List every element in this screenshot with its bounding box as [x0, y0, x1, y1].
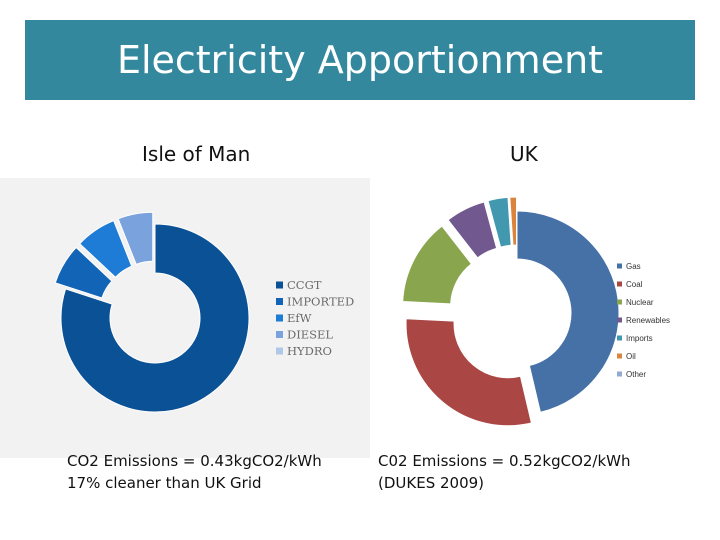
- uk-legend-swatch-nuclear: [617, 299, 622, 305]
- uk-legend-swatch-oil: [617, 353, 622, 359]
- uk-slice-coal: [405, 318, 533, 427]
- iom-legend-swatch-imported: [276, 298, 283, 305]
- iom-caption: CO2 Emissions = 0.43kgCO2/kWh 17% cleane…: [67, 450, 322, 494]
- uk-legend-label-other: Other: [626, 370, 646, 379]
- iom-legend-swatch-ccgt: [276, 281, 283, 289]
- iom-legend-swatch-diesel: [276, 331, 283, 338]
- uk-legend-swatch-renewables: [617, 317, 622, 323]
- uk-legend-label-gas: Gas: [626, 262, 641, 271]
- iom-heading: Isle of Man: [142, 142, 251, 166]
- uk-legend-label-oil: Oil: [626, 352, 636, 361]
- chart-background: [0, 178, 370, 458]
- iom-slice-diesel: [117, 211, 154, 266]
- iom-legend-label-diesel: DIESEL: [287, 328, 333, 342]
- uk-legend-swatch-imports: [617, 335, 622, 341]
- uk-legend-swatch-coal: [617, 281, 622, 287]
- iom-legend-label-hydro: HYDRO: [287, 344, 332, 358]
- iom-legend-swatch-efw: [276, 314, 283, 322]
- uk-caption: C02 Emissions = 0.52kgCO2/kWh (DUKES 200…: [378, 450, 631, 494]
- uk-legend-swatch-other: [617, 371, 622, 377]
- uk-legend-swatch-gas: [617, 263, 622, 269]
- iom-slice-imported: [54, 246, 113, 299]
- uk-slice-nuclear: [402, 225, 473, 305]
- uk-doughnut-chart: Gas Coal Nuclear Renewables Imports Oil Other: [402, 196, 670, 427]
- uk-slice-oil: [509, 196, 518, 246]
- iom-caption-line-2: 17% cleaner than UK Grid: [67, 474, 262, 492]
- slide-title: Electricity Apportionment: [116, 38, 604, 82]
- uk-slice-gas: [516, 210, 620, 413]
- uk-legend-label-renewables: Renewables: [626, 316, 670, 325]
- uk-heading: UK: [510, 142, 538, 166]
- iom-legend-label-ccgt: CCGT: [287, 278, 322, 292]
- uk-caption-line-1: C02 Emissions = 0.52kgCO2/kWh: [378, 452, 631, 470]
- uk-slice-imports: [487, 196, 512, 248]
- uk-legend-label-nuclear: Nuclear: [626, 298, 654, 307]
- iom-legend-label-imported: IMPORTED: [287, 295, 354, 309]
- iom-legend-swatch-hydro: [276, 347, 283, 355]
- iom-legend-label-efw: EfW: [287, 311, 312, 325]
- iom-caption-line-1: CO2 Emissions = 0.43kgCO2/kWh: [67, 452, 322, 470]
- uk-slice-renewables: [447, 201, 498, 259]
- title-bar: Electricity Apportionment: [25, 20, 695, 100]
- iom-slice-efw: [79, 220, 133, 278]
- iom-slice-ccgt: [60, 223, 250, 413]
- iom-doughnut-chart: CCGT IMPORTED EfW DIESEL HYDRO: [0, 178, 370, 458]
- uk-legend-label-imports: Imports: [626, 334, 653, 343]
- uk-caption-line-2: (DUKES 2009): [378, 474, 485, 492]
- uk-legend-label-coal: Coal: [626, 280, 643, 289]
